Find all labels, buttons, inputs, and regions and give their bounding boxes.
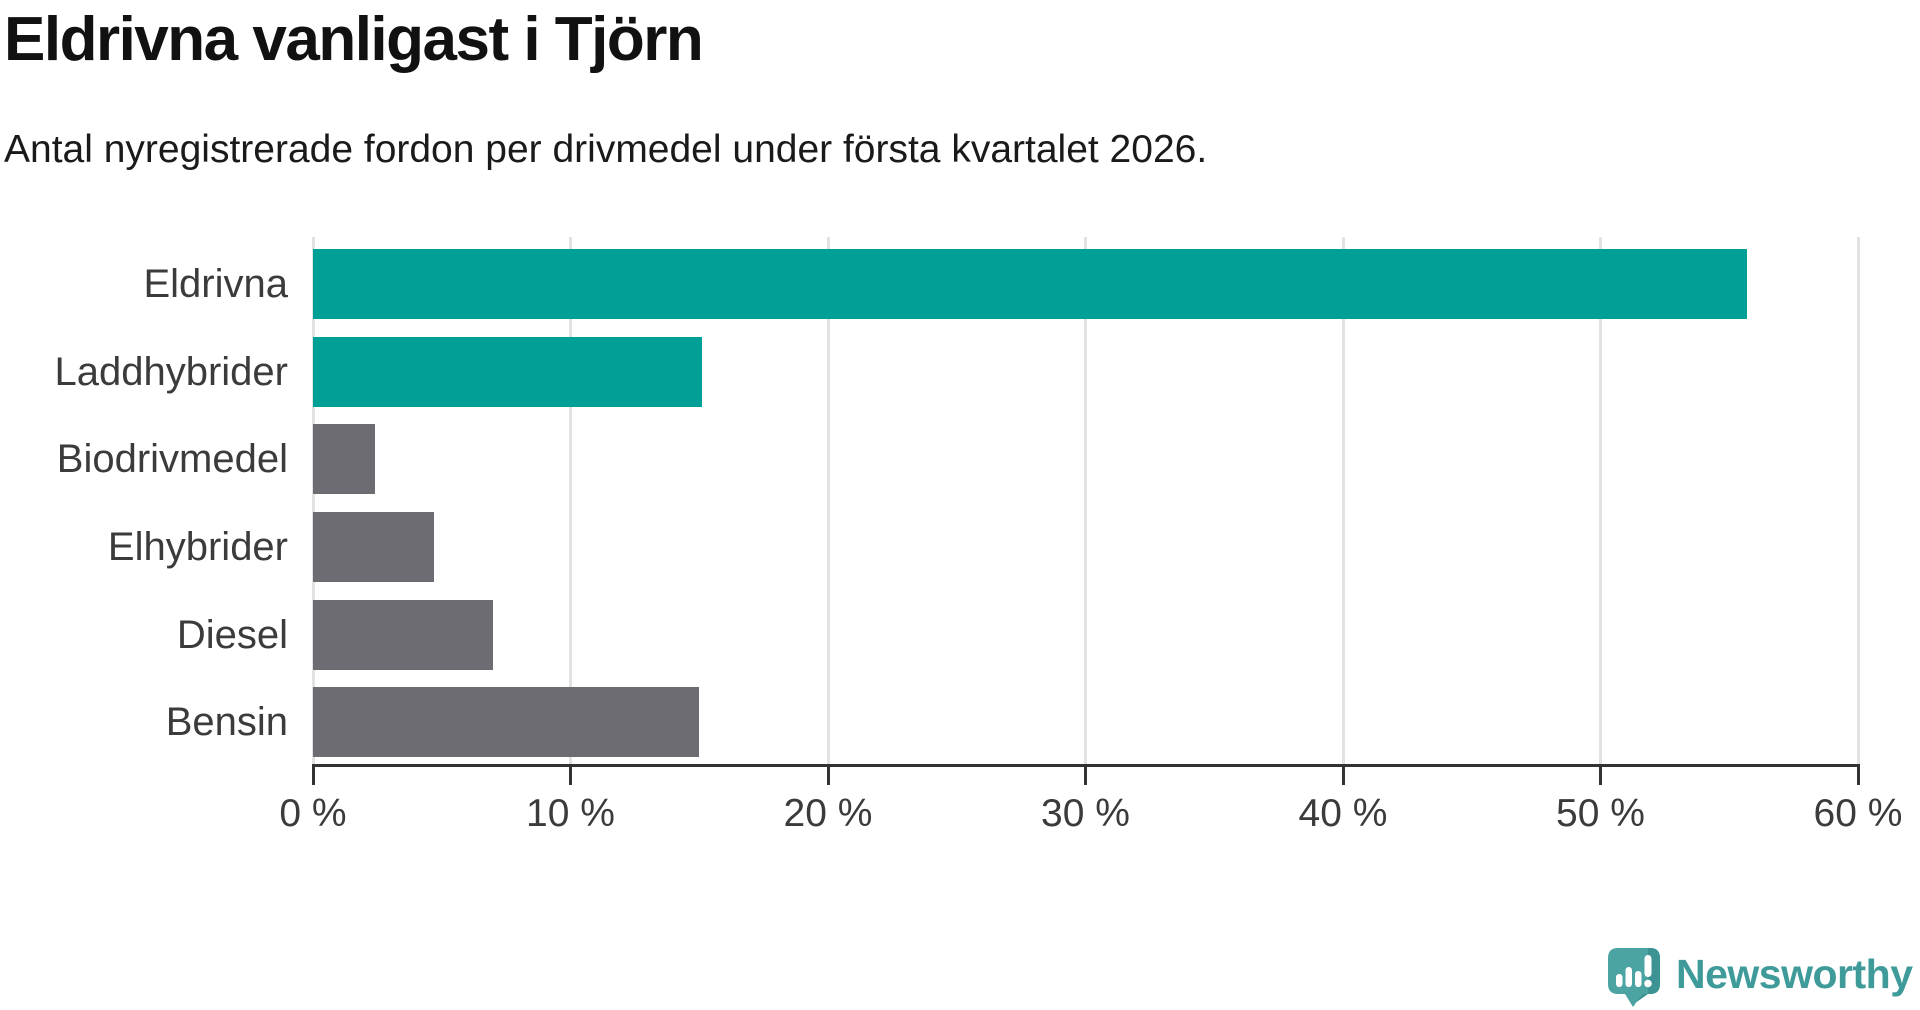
category-label: Diesel bbox=[176, 612, 288, 657]
gridline bbox=[569, 237, 572, 764]
bar-bensin bbox=[313, 687, 700, 758]
category-label: Elhybrider bbox=[107, 524, 288, 569]
x-axis-tick-label: 40 % bbox=[1298, 792, 1388, 835]
gridline bbox=[1084, 237, 1087, 764]
x-axis-tick-label: 50 % bbox=[1556, 792, 1645, 835]
gridline bbox=[1341, 237, 1345, 764]
gridline bbox=[826, 237, 830, 764]
x-axis-tick bbox=[1856, 764, 1860, 785]
bar-eldrivna bbox=[313, 249, 1748, 319]
bar-elhybrider bbox=[313, 511, 435, 582]
gridline bbox=[311, 237, 315, 764]
category-label: Bensin bbox=[165, 700, 288, 745]
chart-subtitle: Antal nyregistrerade fordon per drivmede… bbox=[4, 128, 1208, 171]
x-axis-tick-label: 20 % bbox=[783, 792, 873, 835]
x-axis-tick-label: 60 % bbox=[1813, 792, 1903, 835]
x-axis-tick bbox=[826, 764, 830, 785]
gridline bbox=[1599, 237, 1602, 764]
category-label: Eldrivna bbox=[143, 262, 288, 306]
x-axis-tick bbox=[311, 764, 315, 785]
bar-laddhybrider bbox=[313, 336, 702, 407]
x-axis-tick bbox=[1084, 764, 1087, 785]
x-axis-tick bbox=[1341, 764, 1345, 785]
chart-title: Eldrivna vanligast i Tjörn bbox=[4, 5, 704, 74]
x-axis-tick-label: 0 % bbox=[279, 792, 347, 835]
gridline bbox=[1856, 237, 1860, 764]
x-axis-tick-label: 30 % bbox=[1041, 792, 1130, 835]
category-label: Biodrivmedel bbox=[56, 437, 288, 482]
bar-diesel bbox=[313, 599, 494, 670]
newsworthy-logo-text: Newsworthy bbox=[1676, 951, 1913, 997]
x-axis-tick bbox=[569, 764, 572, 785]
x-axis-tick-label: 10 % bbox=[526, 792, 615, 835]
category-label: Laddhybrider bbox=[54, 349, 289, 394]
bar-biodrivmedel bbox=[313, 424, 375, 495]
newsworthy-logo: Newsworthy bbox=[1606, 946, 1920, 1010]
x-axis-tick bbox=[1599, 764, 1602, 785]
newsworthy-logo-icon bbox=[1608, 948, 1660, 1007]
